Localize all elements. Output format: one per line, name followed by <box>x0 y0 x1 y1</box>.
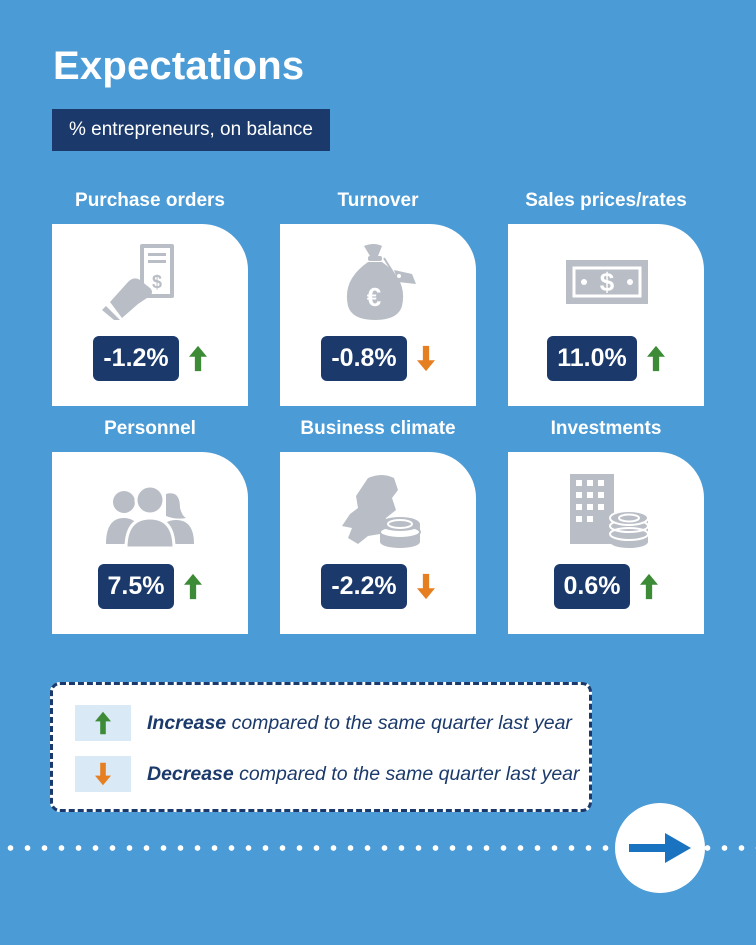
legend-increase: Increase compared to the same quarter la… <box>75 705 572 741</box>
card-title-turnover: Turnover <box>337 190 419 211</box>
decrease-arrow-icon <box>75 756 131 792</box>
subtitle-badge: % entrepreneurs, on balance <box>52 109 330 151</box>
money-bag-icon: € <box>328 240 428 320</box>
svg-text:€: € <box>367 282 381 312</box>
svg-text:$: $ <box>152 272 162 292</box>
trend-up-icon <box>640 573 658 600</box>
arrow-right-icon <box>629 833 691 863</box>
card-title-personnel: Personnel <box>104 418 196 439</box>
next-button[interactable] <box>615 803 705 893</box>
value-badge: 11.0% <box>547 336 637 381</box>
trend-down-icon <box>417 345 435 372</box>
document-hand-icon: $ <box>100 240 200 320</box>
value-badge: -1.2% <box>93 336 179 381</box>
value-badge: 7.5% <box>97 564 175 609</box>
trend-up-icon <box>184 573 202 600</box>
trend-up-icon <box>647 345 665 372</box>
increase-arrow-icon <box>75 705 131 741</box>
map-coins-icon <box>328 468 428 548</box>
legend: Increase compared to the same quarter la… <box>50 682 592 812</box>
value-badge: -2.2% <box>321 564 407 609</box>
legend-decrease-text: Decrease compared to the same quarter la… <box>147 762 580 785</box>
value-badge: 0.6% <box>553 564 631 609</box>
legend-increase-text: Increase compared to the same quarter la… <box>147 711 572 734</box>
card-title-business-climate: Business climate <box>300 418 456 439</box>
page-title: Expectations <box>53 44 305 88</box>
card-title-purchase-orders: Purchase orders <box>75 190 225 211</box>
banknote-icon: $ <box>556 240 656 320</box>
card-personnel: 7.5% <box>52 452 248 634</box>
svg-text:$: $ <box>600 267 615 297</box>
people-icon <box>100 468 200 550</box>
legend-decrease: Decrease compared to the same quarter la… <box>75 756 580 792</box>
card-turnover: € -0.8% <box>280 224 476 406</box>
card-title-sales-prices: Sales prices/rates <box>525 190 687 211</box>
card-sales-prices: $ 11.0% <box>508 224 704 406</box>
building-coins-icon <box>556 468 656 548</box>
card-purchase-orders: $ -1.2% <box>52 224 248 406</box>
card-investments: 0.6% <box>508 452 704 634</box>
trend-up-icon <box>189 345 207 372</box>
value-badge: -0.8% <box>321 336 407 381</box>
card-title-investments: Investments <box>550 418 662 439</box>
trend-down-icon <box>417 573 435 600</box>
dotted-divider <box>0 845 756 851</box>
card-business-climate: -2.2% <box>280 452 476 634</box>
